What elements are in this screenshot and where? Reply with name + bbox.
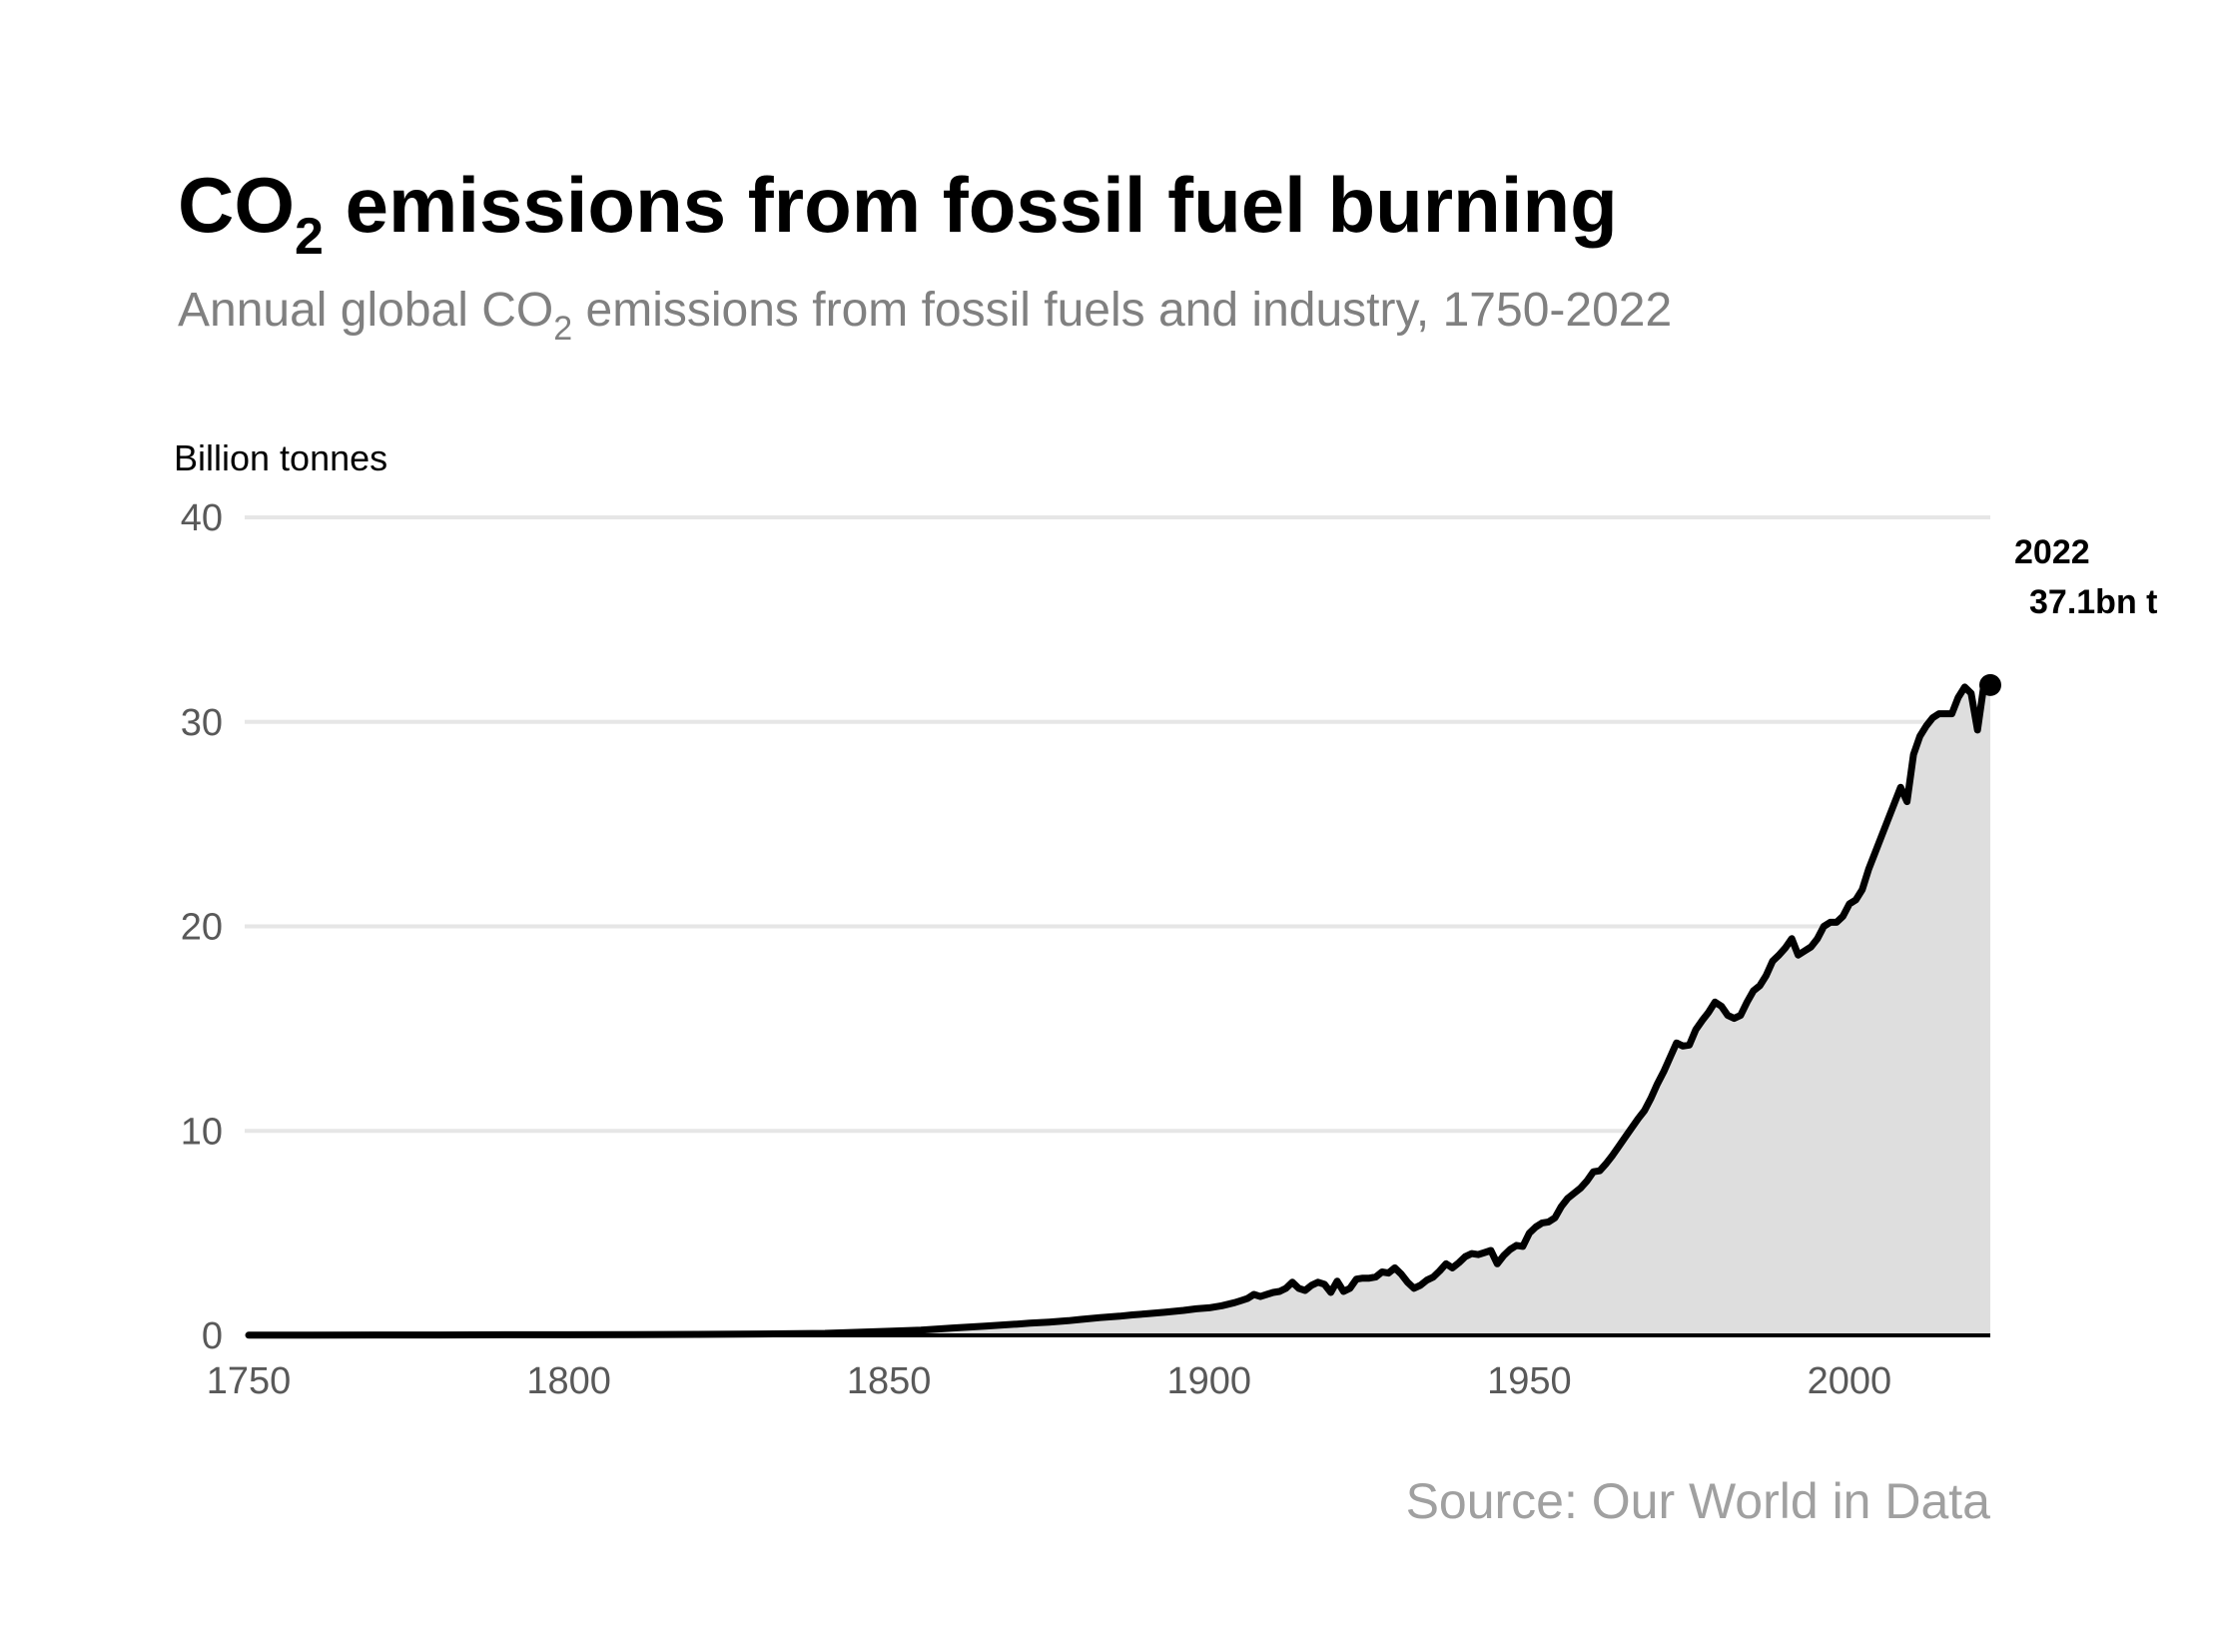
y-tick-label-20: 20 — [181, 907, 223, 949]
annotation-layer — [1979, 673, 2001, 696]
chart-title-subscript: 2 — [295, 208, 324, 266]
x-tick-label-1900: 1900 — [1166, 1360, 1251, 1402]
series-area — [249, 684, 1990, 1335]
x-tick-label-1800: 1800 — [526, 1360, 611, 1402]
annotation-year-label: 2022 — [2014, 533, 2090, 571]
chart-subtitle-suffix: emissions from fossil fuels and industry… — [572, 284, 1672, 337]
end-point-marker — [1979, 673, 2001, 696]
chart-title-suffix: emissions from fossil fuel burning — [324, 161, 1618, 249]
source-label: Source: Our World in Data — [1406, 1473, 1991, 1529]
y-tick-label-10: 10 — [181, 1111, 223, 1153]
y-tick-label-30: 30 — [181, 702, 223, 744]
area-layer — [249, 684, 1990, 1335]
x-tick-label-1750: 1750 — [207, 1360, 292, 1402]
x-tick-label-1950: 1950 — [1487, 1360, 1572, 1402]
chart-subtitle-prefix: Annual global CO — [178, 284, 553, 337]
chart-title-prefix: CO — [178, 161, 295, 249]
chart-subtitle: Annual global CO2 emissions from fossil … — [178, 284, 1672, 348]
y-tick-label-0: 0 — [202, 1315, 223, 1357]
line-layer — [245, 681, 1994, 1339]
annotation-value-label: 37.1bn t — [2029, 583, 2157, 621]
x-tick-label-1850: 1850 — [847, 1360, 932, 1402]
chart-subtitle-subscript: 2 — [553, 310, 572, 348]
series-line — [245, 681, 1994, 1339]
y-axis-label: Billion tonnes — [174, 437, 387, 478]
x-tick-labels: 1750 1800 1850 1900 1950 2000 — [207, 1360, 1891, 1402]
x-tick-label-2000: 2000 — [1808, 1360, 1892, 1402]
y-tick-label-40: 40 — [181, 497, 223, 539]
chart-title: CO2 emissions from fossil fuel burning — [178, 161, 1618, 266]
y-tick-labels: 0 10 20 30 40 — [181, 497, 223, 1357]
